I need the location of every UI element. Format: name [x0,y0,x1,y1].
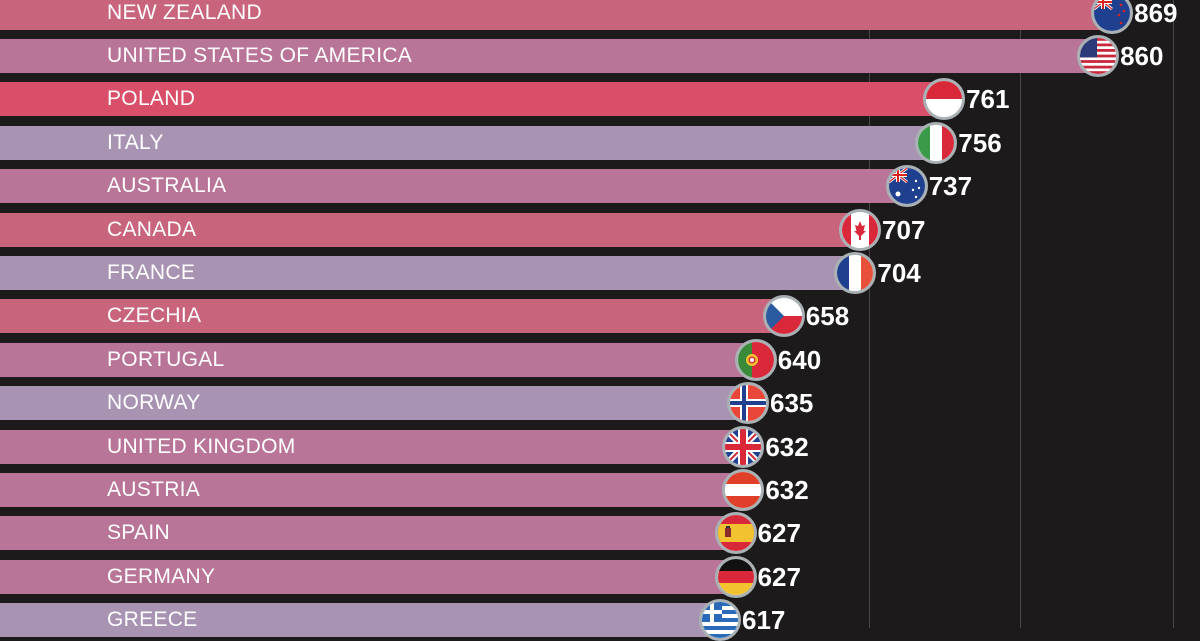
value-label: 860 [1120,40,1164,71]
bar-row-germany: GERMANY 627 [0,555,1200,598]
bar [0,559,736,594]
bar [0,0,1113,30]
country-label: AUSTRALIA [107,174,227,198]
bar [0,255,856,290]
gridline [1173,0,1174,628]
canada-flag-icon [839,208,882,251]
country-label: AUSTRIA [107,477,201,501]
country-label: PORTUGAL [107,347,225,371]
united-kingdom-flag-icon [722,425,765,468]
country-label: GERMANY [107,564,216,588]
country-label: NORWAY [107,391,201,415]
bar-row-greece: GREECE 617 [0,599,1200,641]
bar-row-australia: AUSTRALIA 737 [0,165,1200,208]
new-zealand-flag-icon [1091,0,1134,34]
value-label: 737 [928,171,973,202]
country-label: NEW ZEALAND [107,0,262,24]
value-label: 658 [805,301,850,332]
greece-flag-icon [699,599,741,641]
australia-flag-icon [885,165,928,208]
value-label: 640 [777,344,822,375]
country-label: POLAND [107,87,196,111]
value-label: 632 [765,474,809,505]
value-label: 756 [958,127,1002,158]
bar-row-france: FRANCE 704 [0,251,1200,294]
bar [0,342,756,377]
norway-flag-icon [727,382,769,425]
country-label: GREECE [107,608,198,632]
value-label: 704 [877,257,921,288]
bar [0,299,784,334]
country-label: SPAIN [107,521,170,545]
bar [0,169,907,204]
gridline [869,0,870,628]
value-label: 707 [882,214,926,245]
value-label: 627 [757,561,801,592]
gridline [1020,0,1021,628]
bar-row-czechia: CZECHIA 658 [0,295,1200,338]
bar-row-new-zealand: NEW ZEALAND 869 [0,0,1200,34]
italy-flag-icon [915,121,958,164]
bar [0,212,861,247]
bar-row-portugal: PORTUGAL 640 [0,338,1200,381]
usa-flag-icon [1077,34,1120,77]
france-flag-icon [834,251,877,294]
bar-row-norway: NORWAY 635 [0,382,1200,425]
country-label: UNITED STATES OF AMERICA [107,43,413,67]
country-label: FRANCE [107,260,196,284]
bar [0,386,748,421]
czechia-flag-icon [762,295,805,338]
value-label: 635 [770,388,814,419]
value-label: 627 [757,518,801,549]
bar-row-canada: CANADA 707 [0,208,1200,251]
value-label: 869 [1134,0,1178,28]
bar-row-poland: POLAND 761 [0,78,1200,121]
germany-flag-icon [714,555,757,598]
country-label: CZECHIA [107,304,202,328]
value-label: 761 [966,84,1010,115]
austria-flag-icon [722,468,765,511]
value-label: 632 [765,431,809,462]
bar [0,38,1099,73]
bar [0,429,744,464]
bar-row-austria: AUSTRIA 632 [0,468,1200,511]
portugal-flag-icon [734,338,777,381]
bar [0,516,736,551]
spain-flag-icon [714,512,757,555]
bar-row-united-kingdom: UNITED KINGDOM 632 [0,425,1200,468]
value-label: 617 [742,605,786,636]
country-label: CANADA [107,217,197,241]
bar [0,472,744,507]
poland-flag-icon [923,78,966,121]
bar [0,82,945,117]
country-label: ITALY [107,130,164,154]
bar [0,125,937,160]
bar-row-italy: ITALY 756 [0,121,1200,164]
bar-row-spain: SPAIN 627 [0,512,1200,555]
country-label: UNITED KINGDOM [107,434,296,458]
bar-row-usa: UNITED STATES OF AMERICA 860 [0,34,1200,77]
